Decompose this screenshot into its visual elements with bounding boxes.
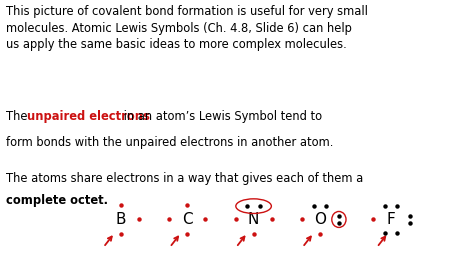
Text: form bonds with the unpaired electrons in another atom.: form bonds with the unpaired electrons i… [6, 136, 333, 149]
Text: This picture of covalent bond formation is useful for very small
molecules. Atom: This picture of covalent bond formation … [6, 5, 367, 51]
Text: unpaired electrons: unpaired electrons [27, 110, 150, 123]
Text: complete octet.: complete octet. [6, 194, 108, 207]
Text: C: C [182, 212, 192, 227]
Text: The atoms share electrons in a way that gives each of them a: The atoms share electrons in a way that … [6, 172, 363, 185]
Text: in an atom’s Lewis Symbol tend to: in an atom’s Lewis Symbol tend to [120, 110, 322, 123]
Text: F: F [387, 212, 395, 227]
Text: The: The [6, 110, 31, 123]
Text: B: B [116, 212, 126, 227]
Text: O: O [314, 212, 326, 227]
Text: N: N [248, 212, 259, 227]
